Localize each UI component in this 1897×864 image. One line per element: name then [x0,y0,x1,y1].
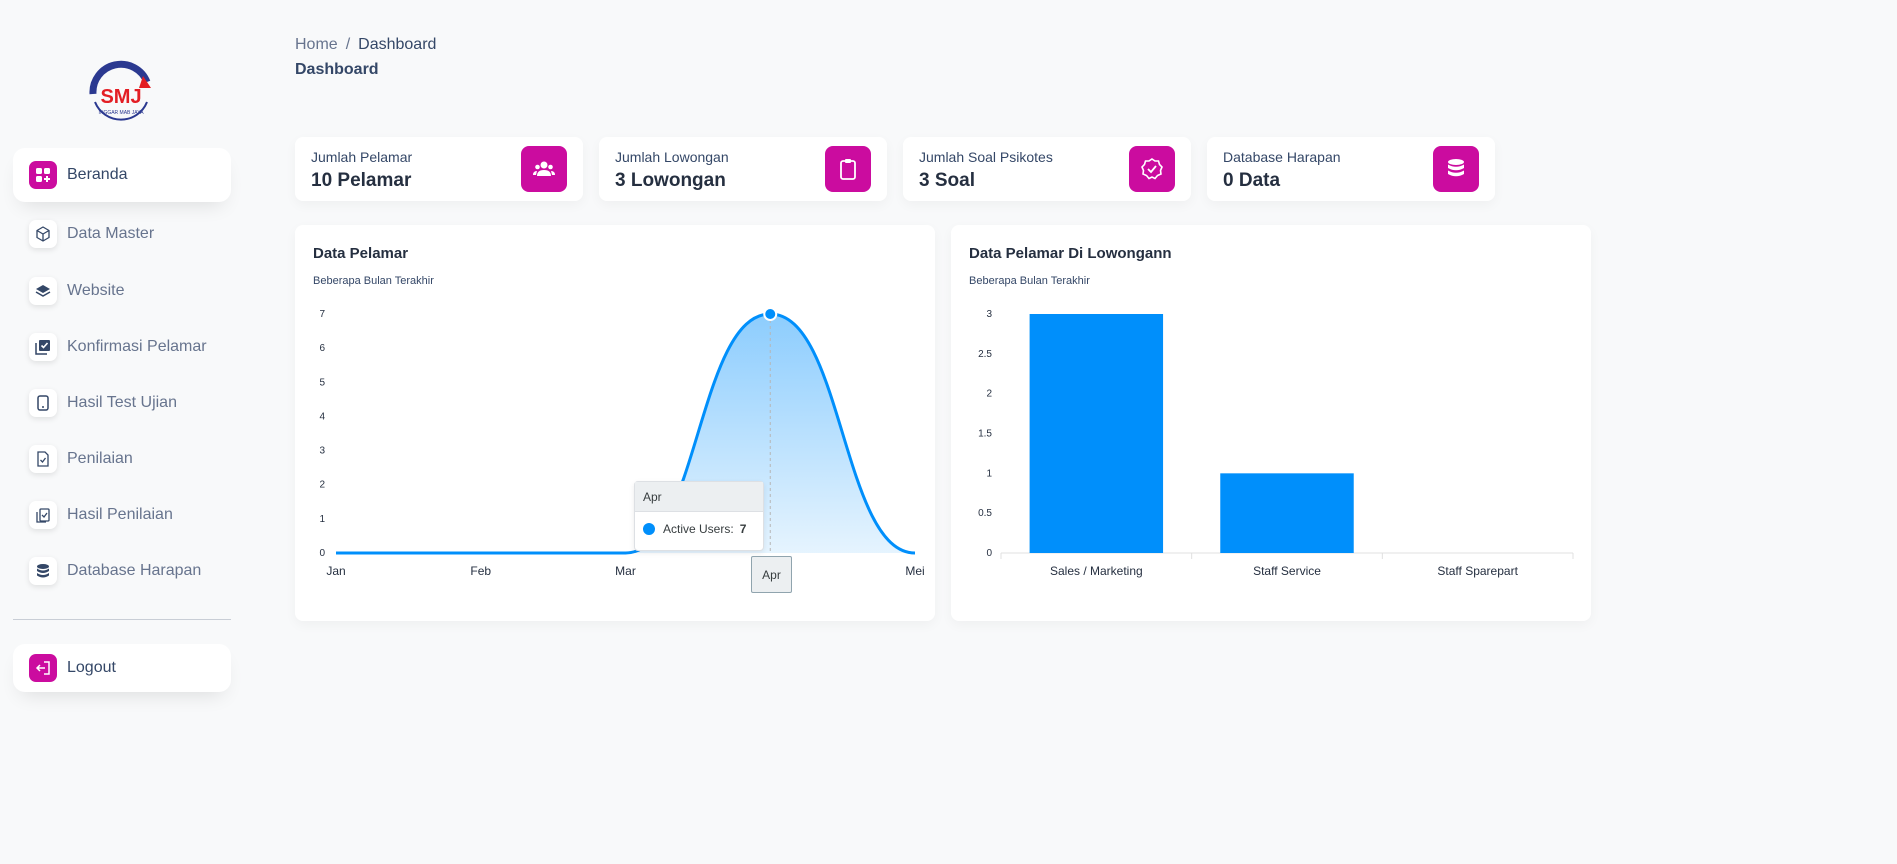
stat-label: Jumlah Lowongan [615,149,729,165]
sidebar-item-hasil-penilaian[interactable]: Hasil Penilaian [13,488,231,542]
sidebar-item-label: Konfirmasi Pelamar [67,338,207,355]
y-tick-label: 0 [986,548,992,559]
bar[interactable] [1220,473,1354,553]
area-chart: 0 1 2 3 4 5 6 7 Jan Feb Mar Mei [319,307,925,578]
data-point-marker [763,307,778,321]
tablet-icon [29,389,57,417]
sidebar-item-database-harapan[interactable]: Database Harapan [13,544,231,598]
file-check-icon [29,445,57,473]
sidebar-item-label: Database Harapan [67,562,202,579]
y-tick-label: 1 [319,514,325,525]
sidebar-divider [13,619,231,620]
stat-value: 3 Lowongan [615,170,726,191]
logout-icon [29,654,57,682]
dashboard-icon [29,161,57,189]
sidebar-nav: Beranda Data Master Website Konfirmasi P… [13,148,231,600]
chart-card-data-pelamar-lowongan: Data Pelamar Di Lowongann Beberapa Bulan… [951,225,1591,621]
series-marker [643,523,655,535]
sidebar-item-label: Hasil Test Ujian [67,394,177,411]
y-tick-label: 3 [319,446,325,457]
stat-label: Database Harapan [1223,149,1341,165]
chart-card-data-pelamar: Data Pelamar Beberapa Bulan Terakhir 0 1 2… [295,225,935,621]
area-fill [336,314,915,553]
chart-tooltip: Apr Active Users: 7 [634,481,764,551]
y-tick-label: 3 [986,309,992,320]
checkbox-stack-icon [29,333,57,361]
y-tick-label: 6 [319,343,325,354]
y-tick-label: 2.5 [978,349,992,360]
logout-button[interactable]: Logout [13,644,231,692]
sidebar-item-beranda[interactable]: Beranda [13,148,231,202]
y-tick-label: 7 [319,309,325,320]
sidebar-item-konfirmasi-pelamar[interactable]: Konfirmasi Pelamar [13,320,231,374]
sidebar-item-hasil-test-ujian[interactable]: Hasil Test Ujian [13,376,231,430]
sidebar-item-penilaian[interactable]: Penilaian [13,432,231,486]
bar[interactable] [1029,314,1164,553]
stat-label: Jumlah Pelamar [311,149,413,165]
x-tick-label: Staff Service [1253,564,1321,578]
tooltip-series: Active Users: [663,522,734,536]
logo-text: SMJ [100,86,141,108]
sidebar-item-label: Website [67,282,125,299]
x-tick-label: Sales / Marketing [1050,564,1143,578]
sidebar: SMJ INGGAR MAB JAYA Beranda Data Master … [0,0,242,864]
breadcrumb-current: Dashboard [358,36,437,53]
tooltip-value: 7 [739,522,747,536]
sidebar-item-label: Penilaian [67,450,133,467]
box-icon [29,220,57,248]
users-icon [521,146,567,192]
breadcrumb: Home / Dashboard [295,36,436,54]
stat-value: 3 Soal [919,170,975,191]
stat-card-pelamar: Jumlah Pelamar 10 Pelamar [295,137,583,201]
stat-value: 0 Data [1223,170,1281,191]
clipboard-check-icon [29,501,57,529]
y-tick-label: 1 [986,468,992,479]
x-tick-label: Mei [905,564,924,578]
y-tick-label: 0 [319,548,325,559]
chart-subtitle: Beberapa Bulan Terakhir [969,275,1090,287]
y-tick-label: 5 [319,377,325,388]
sidebar-item-label: Beranda [67,166,128,183]
stat-card-soal-psikotes: Jumlah Soal Psikotes 3 Soal [903,137,1191,201]
y-tick-label: 1.5 [978,429,992,440]
sidebar-item-label: Data Master [67,225,155,242]
clipboard-icon [825,146,871,192]
stat-label: Jumlah Soal Psikotes [919,149,1053,165]
layers-icon [29,277,57,305]
y-tick-label: 2 [319,480,325,491]
stat-card-database-harapan: Database Harapan 0 Data [1207,137,1495,201]
y-tick-label: 4 [319,411,325,422]
sidebar-item-data-master[interactable]: Data Master [13,206,231,262]
stat-card-lowongan: Jumlah Lowongan 3 Lowongan [599,137,887,201]
x-tick-label: Jan [326,564,345,578]
y-tick-label: 0.5 [978,508,992,519]
xaxis-tooltip: Apr [751,556,792,593]
sidebar-item-label: Hasil Penilaian [67,506,173,523]
chart-title: Data Pelamar Di Lowongann [969,245,1172,262]
page-title: Dashboard [295,61,379,78]
bar-chart: 0 0.5 1 1.5 2 2.5 3 Sales / Marketing Staff Serv… [978,309,1574,578]
logo-subtext: INGGAR MAB JAYA [98,110,144,116]
sidebar-item-website[interactable]: Website [13,264,231,318]
stat-value: 10 Pelamar [311,170,412,191]
breadcrumb-home[interactable]: Home [295,36,338,53]
logout-label: Logout [67,659,116,676]
database-icon [1433,146,1479,192]
breadcrumb-separator: / [345,36,351,53]
badge-check-icon [1129,146,1175,192]
x-tick-label: Mar [615,564,636,578]
chart-title: Data Pelamar [313,245,409,262]
company-logo[interactable]: SMJ INGGAR MAB JAYA [85,58,157,130]
x-tick-label: Staff Sparepart [1437,564,1518,578]
database-icon [29,557,57,585]
chart-subtitle: Beberapa Bulan Terakhir [313,275,434,287]
tooltip-category: Apr [635,482,763,512]
y-tick-label: 2 [986,389,992,400]
x-tick-label: Feb [470,564,491,578]
